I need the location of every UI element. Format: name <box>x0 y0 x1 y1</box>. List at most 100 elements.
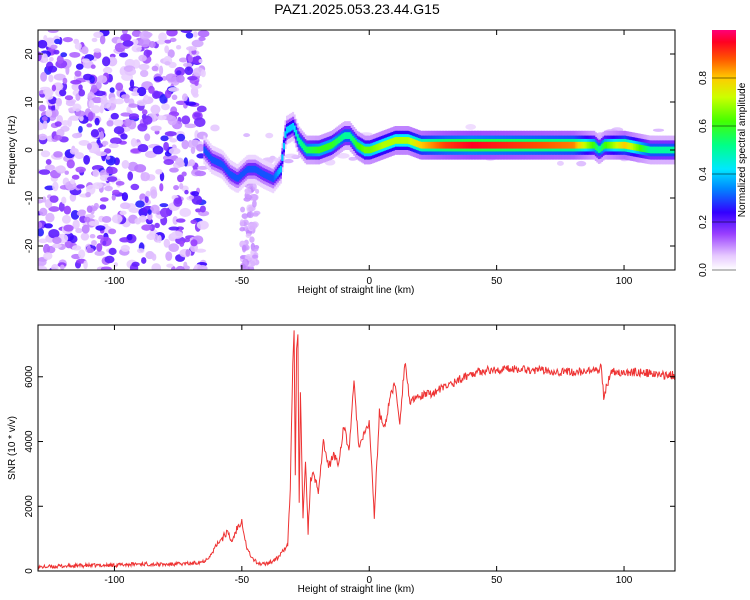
noise-blob <box>171 231 183 239</box>
noise-blob <box>54 38 61 45</box>
ridge-cell <box>495 141 498 149</box>
ridge-cell <box>568 141 571 149</box>
ridge-cell <box>559 141 562 149</box>
ridge-cell <box>331 141 334 148</box>
ridge-cell <box>515 141 518 149</box>
ridge-cell <box>391 138 394 145</box>
ridge-cell <box>464 141 467 149</box>
noise-blob <box>175 218 186 223</box>
ridge-cell <box>492 141 495 149</box>
ridge-cell <box>509 141 512 149</box>
noise-blob <box>265 156 279 162</box>
colorbar-tick-label: 0.2 <box>698 215 709 229</box>
ridge-cell <box>610 141 613 149</box>
ridge-cell <box>328 142 331 150</box>
ridge-cell <box>252 165 255 173</box>
noise-blob <box>240 206 246 213</box>
noise-blob <box>113 126 125 135</box>
noise-blob <box>188 159 196 167</box>
noise-blob <box>75 166 86 173</box>
noise-blob <box>131 44 142 53</box>
ridge-cell <box>281 154 284 162</box>
noise-blob <box>114 98 124 105</box>
noise-blob <box>120 133 128 140</box>
noise-blob <box>94 250 105 256</box>
noise-blob <box>176 74 185 83</box>
noise-blob <box>148 85 155 94</box>
noise-blob <box>105 155 111 160</box>
ridge-cell <box>243 169 246 176</box>
noise-blob <box>159 203 169 208</box>
ridge-cell <box>516 141 519 149</box>
ridge-cell <box>418 141 422 149</box>
noise-blob <box>62 36 73 43</box>
noise-blob <box>89 233 96 239</box>
ridge-cell <box>246 166 249 174</box>
ridge-cell <box>513 141 516 149</box>
noise-blob <box>109 137 122 145</box>
noise-blob <box>253 210 261 216</box>
noise-blob <box>70 79 82 85</box>
ridge-cell <box>259 169 263 177</box>
noise-blob <box>127 171 134 181</box>
noise-blob <box>179 240 185 247</box>
ridge-cell <box>663 146 666 154</box>
noise-blob <box>183 62 193 68</box>
ridge-cell <box>567 141 570 149</box>
noise-blob <box>86 143 92 150</box>
noise-blob <box>69 147 79 155</box>
ridge-cell <box>295 129 298 137</box>
ridge-cell <box>613 141 616 149</box>
noise-blob <box>47 89 54 96</box>
noise-blob <box>121 30 128 35</box>
ridge-cell <box>334 138 337 146</box>
ridge-cell <box>437 141 440 149</box>
noise-blob <box>92 182 103 189</box>
ridge-cell <box>415 140 418 148</box>
ridge-cell <box>206 150 209 158</box>
ridge-cell <box>319 146 322 153</box>
noise-blob <box>245 193 252 199</box>
noise-blob <box>130 138 137 147</box>
ridge-cell <box>287 125 290 133</box>
noise-blob <box>137 144 149 153</box>
ridge-cell <box>475 141 478 149</box>
ridge-cell <box>412 139 415 146</box>
noise-blob <box>179 207 192 218</box>
noise-blob <box>191 195 203 205</box>
noise-blob <box>81 224 90 234</box>
ridge-cell <box>590 141 593 149</box>
noise-blob <box>169 37 177 43</box>
noise-blob <box>163 141 170 151</box>
noise-blob <box>137 248 145 254</box>
ridge-cell <box>551 141 555 149</box>
noise-blob <box>104 185 113 192</box>
ridge-cell <box>620 141 623 149</box>
ridge-cell <box>530 141 533 149</box>
noise-blob <box>187 55 194 63</box>
noise-blob <box>74 70 82 77</box>
noise-blob <box>111 214 123 224</box>
noise-blob <box>93 50 102 59</box>
noise-blob <box>90 129 100 138</box>
ridge-cell <box>226 167 229 175</box>
noise-blob <box>157 234 162 244</box>
noise-blob <box>71 245 82 251</box>
ridge-cell <box>313 146 316 154</box>
ridge-cell <box>388 139 391 147</box>
ridge-cell <box>550 141 553 149</box>
ridge-cell <box>662 146 665 154</box>
noise-blob <box>91 240 97 246</box>
noise-blob <box>190 239 198 247</box>
ridge-cell <box>270 174 273 182</box>
ridge-cell <box>451 141 454 149</box>
noise-blob <box>131 30 142 38</box>
noise-blob <box>96 75 108 84</box>
noise-blob <box>181 139 189 150</box>
noise-blob <box>52 236 62 245</box>
ridge-cell <box>224 165 227 173</box>
ridge-cell <box>665 146 668 154</box>
ridge-cell <box>229 170 232 178</box>
noise-blob <box>159 65 164 76</box>
noise-blob <box>48 56 54 62</box>
